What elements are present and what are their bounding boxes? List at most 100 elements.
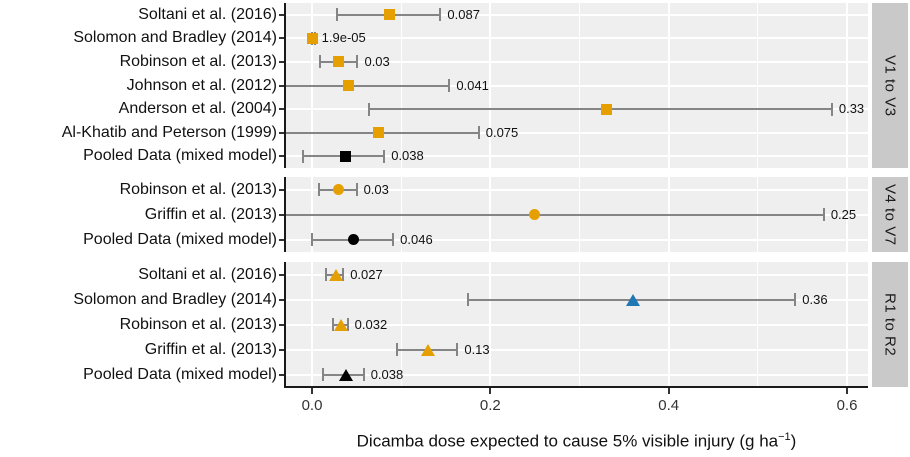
y-tick — [279, 13, 284, 16]
y-tick — [279, 298, 284, 301]
error-bar-cap-high — [362, 368, 365, 381]
y-tick — [279, 131, 284, 134]
point-marker-square — [373, 127, 385, 139]
y-tick — [279, 84, 284, 87]
error-bar-cap-low — [319, 55, 322, 69]
x-tick-label: 0.4 — [658, 397, 680, 414]
y-tick — [279, 108, 284, 111]
row-gridline — [286, 188, 868, 191]
point-marker-circle — [347, 234, 359, 245]
x-axis-title-text: Dicamba dose expected to cause 5% visibl… — [356, 431, 779, 451]
row-gridline — [286, 273, 868, 276]
error-bar-cap-high — [383, 149, 386, 163]
x-tick — [667, 388, 670, 394]
error-bar-cap-high — [794, 293, 797, 306]
x-tick-label: 0.2 — [479, 397, 501, 414]
study-label: Al-Khatib and Peterson (1999) — [61, 123, 277, 141]
row-gridline — [286, 60, 868, 63]
error-bar-cap-high — [822, 208, 825, 221]
x-axis-title-close: ) — [790, 431, 797, 451]
study-label: Robinson et al. (2013) — [119, 315, 277, 333]
row-gridline — [286, 238, 868, 241]
study-label: Anderson et al. (2004) — [118, 100, 277, 118]
facet-strip-label: R1 to R2 — [881, 292, 899, 357]
error-bar-cap-high — [830, 102, 833, 116]
x-tick — [846, 388, 849, 394]
error-bar-cap-high — [355, 183, 358, 196]
error-bar-cap-low — [325, 268, 328, 281]
error-bar-cap-high — [448, 79, 451, 92]
value-label: 0.13 — [464, 341, 490, 357]
y-tick — [279, 188, 284, 191]
error-bar-cap-low — [467, 293, 470, 306]
row-gridline — [286, 131, 868, 134]
row-gridline — [286, 13, 868, 16]
error-bar-cap-low — [321, 368, 324, 381]
y-tick — [279, 155, 284, 158]
facet-strip-label: V4 to V7 — [881, 183, 899, 246]
facet-strip-label: V1 to V3 — [881, 54, 899, 117]
point-marker-triangle — [329, 268, 344, 281]
x-axis-line — [284, 386, 868, 388]
x-tick — [489, 388, 492, 394]
point-marker-square — [340, 150, 352, 162]
value-label: 0.038 — [391, 148, 424, 164]
study-label: Johnson et al. (2012) — [126, 76, 277, 94]
error-bar-cap-low — [302, 149, 305, 163]
error-bar-cap-low — [318, 183, 321, 196]
error-bar-cap-high — [439, 8, 442, 22]
point-marker-circle — [529, 209, 541, 220]
study-label: Robinson et al. (2013) — [119, 52, 277, 70]
point-marker-square — [384, 9, 396, 21]
point-marker-square — [600, 103, 612, 115]
error-bar-cap-high — [392, 233, 395, 246]
value-label: 0.075 — [485, 124, 519, 140]
error-bar-cap-high — [356, 55, 359, 69]
study-label: Solomon and Bradley (2014) — [73, 290, 277, 308]
study-label: Griffin et al. (2013) — [144, 205, 277, 223]
study-label: Robinson et al. (2013) — [119, 180, 277, 198]
study-label: Pooled Data (mixed model) — [83, 230, 277, 248]
y-tick — [279, 373, 284, 376]
value-label: 0.36 — [802, 291, 828, 307]
value-label: 0.03 — [364, 53, 390, 69]
error-bar — [286, 213, 824, 216]
value-label: 0.03 — [363, 181, 389, 197]
point-marker-circle — [333, 184, 345, 195]
y-tick — [279, 348, 284, 351]
study-label: Soltani et al. (2016) — [138, 265, 277, 283]
facet-strip-v1-to-v3: V1 to V3 — [872, 3, 908, 168]
row-gridline — [286, 84, 868, 87]
y-tick — [279, 273, 284, 276]
value-label: 0.33 — [838, 101, 865, 117]
error-bar-cap-low — [368, 102, 371, 116]
y-tick — [279, 323, 284, 326]
x-axis-title: Dicamba dose expected to cause 5% visibl… — [285, 427, 868, 452]
value-label: 0.038 — [370, 366, 404, 382]
value-label: 1.9e-05 — [321, 30, 366, 46]
point-marker-triangle — [626, 293, 640, 306]
y-tick — [279, 37, 284, 40]
y-axis-line — [284, 262, 286, 387]
study-label: Griffin et al. (2013) — [144, 340, 277, 358]
x-tick — [311, 388, 313, 394]
row-gridline — [286, 323, 868, 326]
study-label: Soltani et al. (2016) — [138, 5, 277, 23]
point-marker-triangle — [338, 368, 353, 381]
value-label: 0.041 — [456, 77, 489, 93]
row-gridline — [286, 348, 868, 351]
row-gridline — [286, 155, 868, 158]
row-gridline — [286, 373, 868, 376]
point-marker-square — [333, 56, 345, 68]
y-axis-line — [284, 177, 286, 252]
x-tick-label: 0.6 — [836, 397, 858, 414]
error-bar-cap-high — [477, 126, 480, 140]
facet-strip-r1-to-r2: R1 to R2 — [872, 262, 908, 387]
x-axis-title-superscript: −1 — [778, 431, 791, 443]
value-label: 0.027 — [350, 266, 383, 282]
row-gridline — [286, 37, 868, 40]
value-label: 0.046 — [400, 231, 433, 247]
value-label: 0.032 — [354, 316, 388, 332]
study-label: Pooled Data (mixed model) — [83, 147, 277, 165]
